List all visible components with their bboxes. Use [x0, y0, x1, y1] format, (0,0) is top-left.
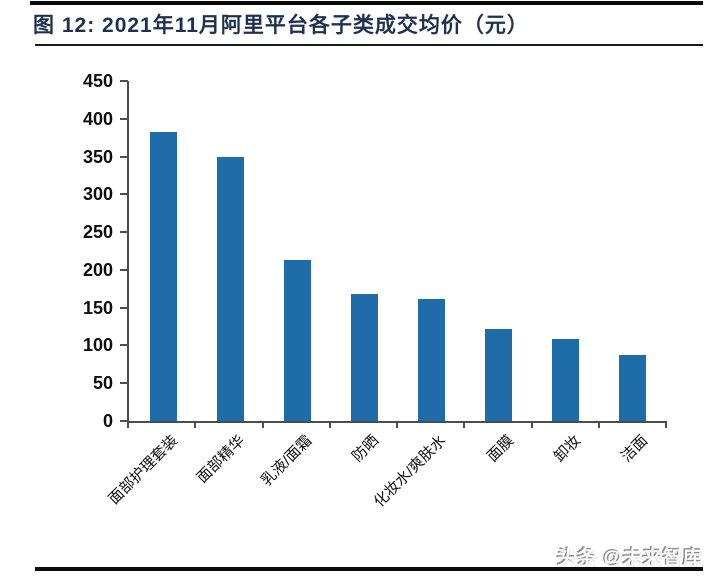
y-axis-tick-label: 50	[92, 373, 113, 394]
x-axis-tick	[194, 421, 197, 428]
y-axis-tick	[120, 344, 128, 347]
y-axis-tick-label: 100	[82, 335, 113, 356]
bar-化妆水/爽肤水	[418, 298, 446, 421]
watermark-text: 头条 @未来智库	[557, 548, 703, 569]
x-axis-tick	[463, 421, 466, 428]
x-axis-category-label: 洁面	[617, 432, 652, 466]
y-axis-tick-label: 450	[82, 71, 113, 91]
x-axis-category-label: 乳液/面霜	[258, 432, 316, 490]
y-axis-tick-label: 0	[102, 411, 113, 431]
x-axis-category-label: 面部护理套装	[105, 432, 182, 508]
y-axis-tick	[120, 231, 128, 234]
y-axis-tick	[120, 80, 128, 82]
x-axis-tick	[396, 421, 398, 428]
bar-chart-plot-area: 0 50 100 150 200 250 300 350 400 450 面部护理套装 面部精华 乳液/…	[83, 71, 667, 511]
y-axis-tick	[120, 420, 128, 422]
x-axis-tick	[127, 421, 129, 428]
x-axis-category-label: 防晒	[349, 432, 383, 466]
y-axis-tick-label: 300	[82, 184, 113, 205]
top-divider	[30, 1, 703, 5]
y-axis-tick-label: 200	[82, 259, 113, 280]
y-axis-tick	[120, 306, 128, 309]
y-axis-tick	[120, 117, 128, 120]
bar-乳液/面霜	[283, 260, 311, 421]
x-axis-tick	[665, 421, 667, 428]
x-axis-category-label: 面部精华	[193, 432, 249, 487]
bottom-divider	[35, 567, 703, 571]
x-axis-category-label: 卸妆	[550, 432, 584, 466]
x-axis-category-label: 面膜	[483, 432, 517, 466]
y-axis-tick	[120, 382, 128, 385]
bar-洁面	[619, 354, 647, 421]
chart-title: 图 12: 2021年11月阿里平台各子类成交均价（元）	[33, 14, 529, 37]
x-axis-tick	[597, 421, 600, 428]
y-axis-line	[127, 81, 129, 423]
bar-面膜	[485, 328, 513, 421]
x-axis-tick	[328, 421, 331, 428]
y-axis-tick	[120, 268, 128, 271]
y-axis-tick-label: 250	[82, 222, 113, 243]
y-axis-tick	[120, 193, 128, 196]
y-axis-tick-label: 150	[82, 297, 113, 318]
bar-防晒	[350, 294, 378, 421]
bar-面部护理套装	[149, 132, 177, 421]
bar-卸妆	[552, 339, 580, 421]
bar-面部精华	[216, 156, 244, 421]
y-axis-tick	[120, 155, 128, 158]
y-axis-tick-label: 350	[82, 146, 113, 167]
y-axis-tick-label: 400	[82, 108, 113, 129]
x-axis-tick	[261, 421, 264, 428]
title-divider	[35, 44, 703, 46]
x-axis-tick	[530, 421, 533, 428]
